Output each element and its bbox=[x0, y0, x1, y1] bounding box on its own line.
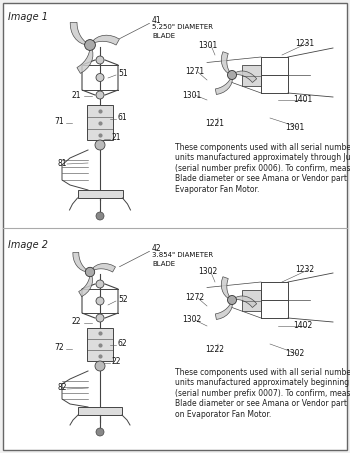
Text: These components used with all serial number prefix
units manufactured approxima: These components used with all serial nu… bbox=[175, 368, 350, 419]
Circle shape bbox=[96, 280, 104, 288]
Text: Image 1: Image 1 bbox=[8, 12, 48, 22]
Text: 1231: 1231 bbox=[295, 39, 314, 48]
Text: 81: 81 bbox=[57, 159, 66, 168]
Circle shape bbox=[96, 212, 104, 220]
Circle shape bbox=[95, 140, 105, 150]
Polygon shape bbox=[92, 264, 116, 272]
Bar bbox=[78, 407, 122, 415]
Text: 1232: 1232 bbox=[295, 265, 314, 275]
Text: 1302: 1302 bbox=[182, 315, 201, 324]
Text: 1302: 1302 bbox=[198, 268, 217, 276]
Text: 1301: 1301 bbox=[198, 40, 217, 49]
Circle shape bbox=[95, 361, 105, 371]
Text: BLADE: BLADE bbox=[152, 261, 175, 267]
Polygon shape bbox=[73, 252, 88, 272]
Text: 1402: 1402 bbox=[293, 322, 312, 331]
Bar bbox=[77, 190, 122, 198]
Text: 61: 61 bbox=[118, 114, 128, 122]
Text: Image 2: Image 2 bbox=[8, 240, 48, 250]
Text: 1222: 1222 bbox=[205, 346, 224, 355]
Text: 21: 21 bbox=[112, 134, 121, 143]
Circle shape bbox=[96, 428, 104, 436]
Bar bbox=[242, 290, 261, 311]
Text: 71: 71 bbox=[54, 117, 64, 126]
Circle shape bbox=[228, 71, 237, 79]
Text: 1301: 1301 bbox=[285, 122, 304, 131]
Text: 1401: 1401 bbox=[293, 96, 312, 105]
Bar bbox=[242, 65, 261, 86]
Circle shape bbox=[85, 39, 96, 50]
Text: 21: 21 bbox=[72, 91, 82, 100]
Text: 1301: 1301 bbox=[182, 91, 201, 100]
Text: 1221: 1221 bbox=[205, 120, 224, 129]
Circle shape bbox=[96, 297, 104, 305]
Text: 22: 22 bbox=[112, 357, 121, 366]
Text: 72: 72 bbox=[54, 343, 64, 352]
Text: 42: 42 bbox=[152, 244, 162, 253]
Polygon shape bbox=[215, 303, 232, 319]
Text: 22: 22 bbox=[72, 318, 82, 327]
Bar bbox=[87, 328, 113, 361]
Text: 3.854" DIAMETER: 3.854" DIAMETER bbox=[152, 252, 213, 258]
Circle shape bbox=[96, 314, 104, 322]
Text: 51: 51 bbox=[118, 69, 128, 78]
Polygon shape bbox=[221, 52, 230, 73]
Text: 1302: 1302 bbox=[285, 350, 304, 358]
Circle shape bbox=[96, 73, 104, 82]
Text: These components used with all serial number prefix
units manufactured approxima: These components used with all serial nu… bbox=[175, 143, 350, 193]
Polygon shape bbox=[92, 35, 119, 45]
Circle shape bbox=[228, 295, 237, 304]
Bar bbox=[87, 105, 113, 140]
Text: 1271: 1271 bbox=[185, 67, 204, 77]
Circle shape bbox=[85, 267, 95, 277]
Polygon shape bbox=[235, 71, 257, 82]
Circle shape bbox=[96, 56, 104, 64]
Text: 1272: 1272 bbox=[185, 294, 204, 303]
Polygon shape bbox=[70, 22, 87, 45]
Text: 5.250" DIAMETER: 5.250" DIAMETER bbox=[152, 24, 213, 30]
Circle shape bbox=[96, 91, 104, 99]
Polygon shape bbox=[221, 277, 230, 299]
Text: 62: 62 bbox=[118, 339, 128, 348]
Polygon shape bbox=[235, 296, 257, 308]
Text: 52: 52 bbox=[118, 295, 128, 304]
Text: BLADE: BLADE bbox=[152, 33, 175, 39]
Polygon shape bbox=[79, 275, 92, 297]
Polygon shape bbox=[77, 48, 93, 73]
Text: 41: 41 bbox=[152, 16, 162, 25]
Text: 82: 82 bbox=[57, 384, 66, 392]
Polygon shape bbox=[215, 78, 232, 95]
